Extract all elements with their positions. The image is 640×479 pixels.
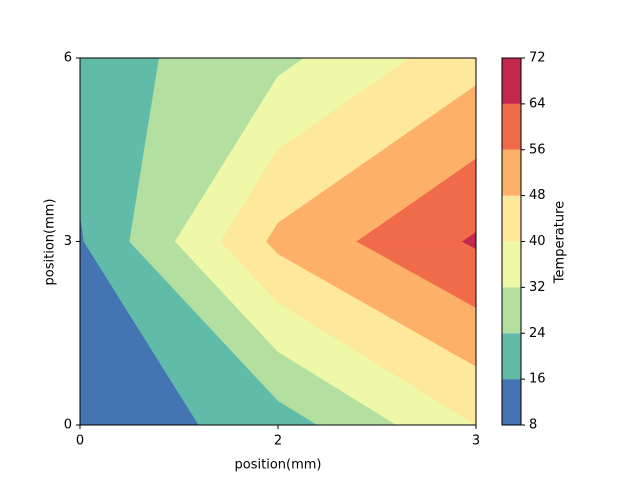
y-tick-label: 6 (64, 51, 72, 66)
colorbar-label: Temperature (553, 201, 568, 284)
colorbar-tick-label: 56 (529, 142, 546, 157)
x-tick-label: 2 (274, 434, 282, 449)
colorbar-band (502, 58, 521, 104)
colorbar-band (502, 379, 521, 425)
colorbar-band (502, 241, 521, 288)
colorbar-band (502, 287, 521, 334)
y-tick-label: 3 (64, 234, 72, 249)
colorbar-band (502, 103, 521, 150)
colorbar-tick-label: 72 (529, 51, 546, 66)
colorbar-tick-label: 24 (529, 326, 546, 341)
colorbar-band (502, 195, 521, 242)
colorbar-tick-label: 8 (529, 418, 537, 433)
x-tick-label: 3 (472, 434, 480, 449)
colorbar-tick-label: 48 (529, 188, 546, 203)
colorbar-tick-label: 64 (529, 96, 546, 111)
colorbar-band (502, 149, 521, 196)
colorbar-tick-label: 40 (529, 234, 546, 249)
colorbar-band (502, 333, 521, 380)
y-axis-label: position(mm) (43, 199, 58, 286)
colorbar-tick-label: 16 (529, 372, 546, 387)
colorbar-tick-label: 32 (529, 280, 546, 295)
x-tick-label: 0 (76, 434, 84, 449)
y-tick-label: 0 (64, 418, 72, 433)
x-axis-label: position(mm) (235, 458, 322, 473)
